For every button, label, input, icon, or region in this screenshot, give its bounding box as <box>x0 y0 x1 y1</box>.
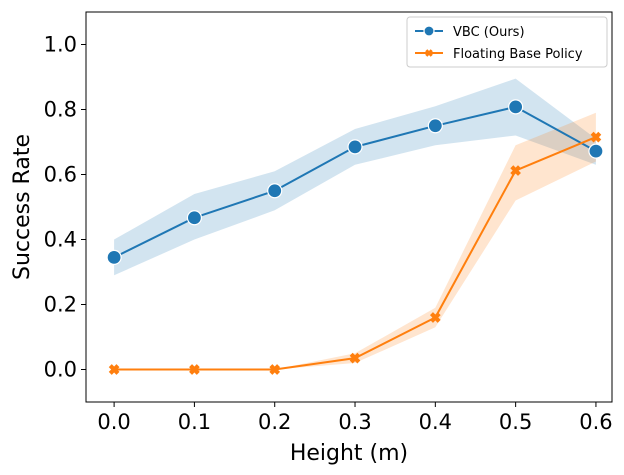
point-series-1-5 <box>508 99 524 115</box>
y-tick-label-1: 0.2 <box>44 293 77 317</box>
plot-layer <box>106 78 604 375</box>
point-series-1-3 <box>347 139 363 155</box>
x-tick-label-6: 0.6 <box>579 410 612 434</box>
x-tick-label-3: 0.3 <box>338 410 371 434</box>
axes-frame <box>85 11 613 403</box>
y-tick-label-0: 0.0 <box>44 358 77 382</box>
x-tick-label-4: 0.4 <box>419 410 452 434</box>
band-series-1 <box>114 78 596 276</box>
point-series-2-1 <box>189 364 200 375</box>
point-series-2-1-glyph <box>189 364 200 375</box>
y-tick-label-3: 0.6 <box>44 163 77 187</box>
legend-box <box>406 16 608 68</box>
axes-layer: 0.0 0.1 0.2 0.3 0.4 0.5 0.6 0.0 0.2 0.4 0.6 0.8 1.0 <box>44 11 613 434</box>
point-series-1-1 <box>186 210 203 226</box>
x-tick-label-5: 0.5 <box>499 410 532 434</box>
point-series-2-3-glyph <box>349 352 361 364</box>
point-series-2-4-glyph <box>429 312 441 323</box>
point-series-2-0-glyph <box>108 364 120 375</box>
point-series-2-2-glyph <box>269 364 281 375</box>
y-tick-label-5: 1.0 <box>44 33 77 57</box>
y-tick-label-4: 0.8 <box>44 98 77 122</box>
point-series-1-4 <box>427 118 443 134</box>
x-tick-label-1: 0.1 <box>178 410 211 434</box>
y-tick-label-2: 0.4 <box>44 228 77 252</box>
band-series-2 <box>114 112 596 370</box>
legend-marker-1 <box>423 25 435 37</box>
point-series-2-2 <box>269 364 281 375</box>
x-tick-label-0: 0.0 <box>97 410 130 434</box>
point-series-1-2 <box>267 183 283 199</box>
point-series-2-0 <box>108 364 120 375</box>
point-series-2-4 <box>429 312 441 323</box>
y-axis-label: Success Rate <box>10 134 35 280</box>
legend-marker-2-glyph <box>425 49 433 57</box>
point-series-1-0 <box>106 249 122 265</box>
legend-label-1: VBC (Ours) <box>453 25 525 40</box>
x-tick-label-2: 0.2 <box>258 410 291 434</box>
point-series-2-5-glyph <box>510 165 521 176</box>
point-series-2-6 <box>590 131 602 143</box>
point-series-2-6-glyph <box>590 131 602 143</box>
legend: VBC (Ours) Floating Base Policy <box>406 16 608 68</box>
x-axis-label: Height (m) <box>290 441 408 466</box>
point-series-1-6 <box>588 143 604 159</box>
legend-marker-2 <box>425 49 433 57</box>
point-series-2-3 <box>349 352 361 364</box>
legend-label-2: Floating Base Policy <box>453 47 583 62</box>
point-series-2-5 <box>510 165 521 176</box>
